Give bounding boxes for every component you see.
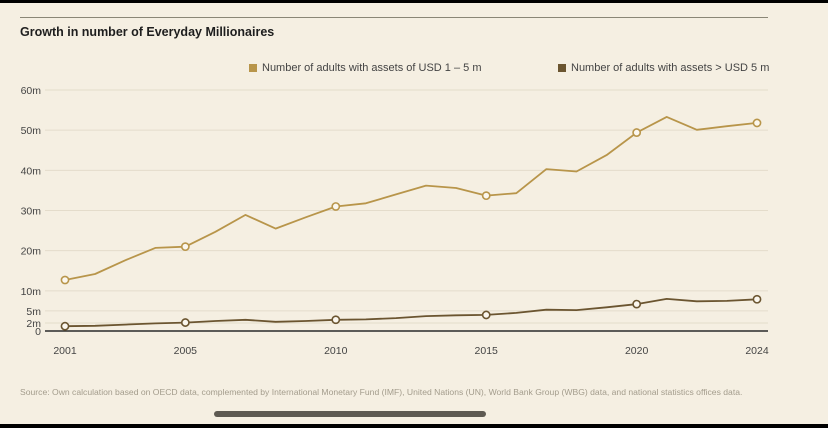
y-tick-label: 50m	[21, 125, 42, 137]
legend-item-1-5m: Number of adults with assets of USD 1 – …	[249, 62, 481, 74]
chart-title: Growth in number of Everyday Millionaire…	[20, 25, 275, 39]
y-tick-label: 0	[35, 326, 41, 338]
legend-swatch-1-5m	[249, 64, 257, 72]
legend-label-1-5m: Number of adults with assets of USD 1 – …	[262, 62, 482, 74]
data-point-series_gt5m-2005	[180, 318, 190, 327]
y-tick-label: 5m	[26, 306, 41, 318]
y-tick-label: 30m	[21, 206, 42, 218]
y-tick-label: 40m	[21, 165, 42, 177]
data-point-series_1_5m-2005	[180, 242, 190, 252]
y-tick-label: 60m	[21, 85, 42, 97]
x-tick-label: 2024	[745, 345, 769, 357]
series	[60, 116, 762, 331]
top-divider	[20, 17, 768, 18]
data-point-series_1_5m-2024	[752, 118, 762, 128]
x-tick-label: 2020	[625, 345, 649, 357]
data-point-series_gt5m-2001	[60, 321, 70, 331]
source-note: Source: Own calculation based on OECD da…	[20, 387, 743, 397]
x-tick-label: 2015	[475, 345, 499, 357]
data-point-series_gt5m-2010	[331, 315, 341, 325]
data-point-series_1_5m-2010	[331, 202, 341, 211]
legend-label-gt5m: Number of adults with assets > USD 5 m	[571, 62, 770, 74]
grid-lines	[45, 89, 768, 324]
horizontal-scrollbar[interactable]	[214, 411, 486, 417]
x-axis-ticks: 2001 2005 2010 2015 2020 2024	[53, 345, 769, 357]
series-series_gt5m	[60, 294, 762, 331]
data-point-series_gt5m-2015	[481, 310, 491, 320]
y-tick-label: 2m	[26, 318, 41, 330]
y-tick-label: 10m	[21, 286, 42, 298]
series-line-series_1_5m	[64, 116, 758, 281]
data-point-series_gt5m-2020	[632, 299, 642, 309]
x-tick-label: 2001	[53, 345, 77, 357]
page: Growth in number of Everyday Millionaire…	[0, 3, 828, 424]
data-point-series_gt5m-2024	[752, 294, 762, 304]
series-line-series_gt5m	[64, 297, 758, 328]
legend-swatch-gt5m	[558, 64, 566, 72]
series-series_1_5m	[60, 116, 762, 285]
x-tick-label: 2010	[324, 345, 348, 357]
data-point-series_1_5m-2015	[481, 191, 491, 201]
legend-item-gt5m: Number of adults with assets > USD 5 m	[558, 62, 769, 74]
data-point-series_1_5m-2001	[60, 275, 70, 285]
data-point-series_1_5m-2020	[632, 128, 642, 137]
x-tick-label: 2005	[174, 345, 198, 357]
y-tick-label: 20m	[21, 246, 42, 258]
